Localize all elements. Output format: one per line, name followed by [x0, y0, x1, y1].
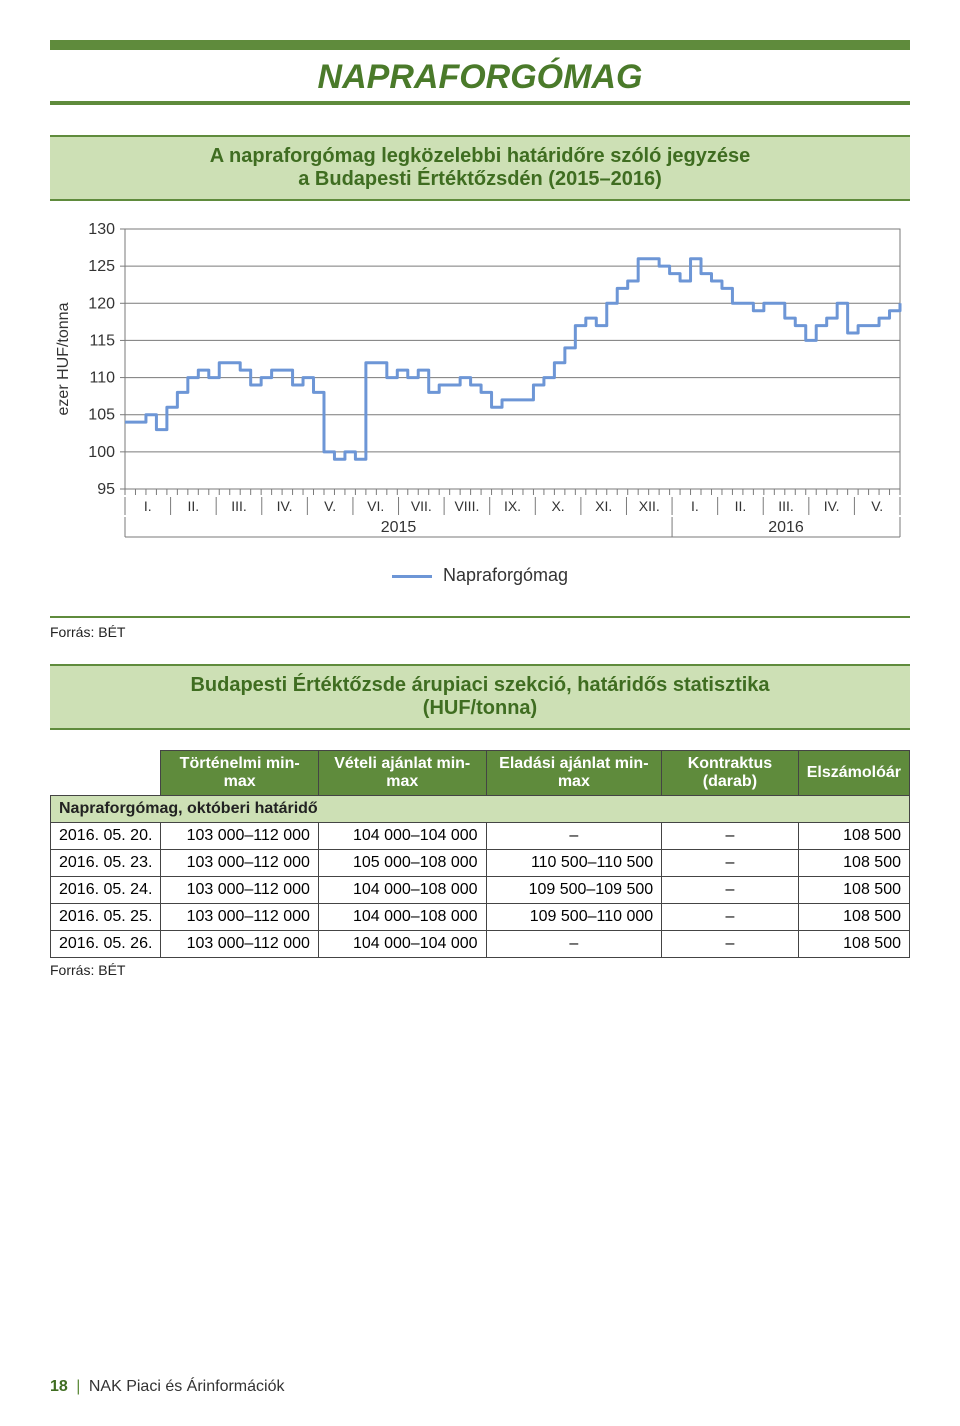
svg-text:115: 115: [89, 332, 115, 349]
table-row: 2016. 05. 25.103 000–112 000104 000–108 …: [51, 904, 910, 931]
col-header-historical: Történelmi min-max: [161, 751, 319, 796]
svg-text:ezer HUF/tonna: ezer HUF/tonna: [55, 302, 72, 415]
legend-line-swatch: [392, 575, 432, 578]
chart-legend: Napraforgómag: [50, 565, 910, 586]
table-cell: –: [486, 931, 662, 958]
svg-text:II.: II.: [188, 498, 200, 514]
table-title-band: Budapesti Értéktőzsde árupiaci szekció, …: [50, 664, 910, 730]
table-cell: –: [662, 850, 799, 877]
chart-subtitle-line1: A napraforgómag legközelebbi határidőre …: [210, 145, 751, 167]
svg-text:XII.: XII.: [639, 498, 660, 514]
chart-subtitle-line2: a Budapesti Értéktőzsdén (2015–2016): [298, 168, 662, 190]
table-cell: –: [662, 877, 799, 904]
table-cell: 108 500: [798, 823, 909, 850]
table-corner: [51, 751, 161, 796]
table-cell: 104 000–108 000: [318, 877, 486, 904]
page-footer: 18 | NAK Piaci és Árinformációk: [50, 1378, 284, 1396]
table-cell: 108 500: [798, 877, 909, 904]
table-cell: 103 000–112 000: [161, 850, 319, 877]
svg-text:I.: I.: [691, 498, 699, 514]
svg-text:X.: X.: [551, 498, 564, 514]
table-cell: 2016. 05. 20.: [51, 823, 161, 850]
table-cell: 2016. 05. 26.: [51, 931, 161, 958]
title-rule-top: [50, 40, 910, 50]
svg-text:V.: V.: [324, 498, 336, 514]
table-title-line1: Budapesti Értéktőzsde árupiaci szekció, …: [190, 674, 769, 696]
table-cell: 2016. 05. 23.: [51, 850, 161, 877]
col-header-sell: Eladási ajánlat min-max: [486, 751, 662, 796]
table-cell: 108 500: [798, 904, 909, 931]
table-cell: –: [662, 904, 799, 931]
svg-text:III.: III.: [778, 498, 794, 514]
table-section-label: Napraforgómag, októberi határidő: [51, 796, 910, 823]
table-cell: –: [662, 931, 799, 958]
svg-text:IX.: IX.: [504, 498, 521, 514]
footer-publication: NAK Piaci és Árinformációk: [89, 1378, 285, 1395]
table-cell: 103 000–112 000: [161, 904, 319, 931]
chart-subtitle-band: A napraforgómag legközelebbi határidőre …: [50, 135, 910, 201]
table-cell: 104 000–104 000: [318, 931, 486, 958]
svg-text:100: 100: [88, 444, 115, 461]
table-cell: 108 500: [798, 850, 909, 877]
table-cell: 108 500: [798, 931, 909, 958]
svg-text:VII.: VII.: [411, 498, 432, 514]
table-cell: 103 000–112 000: [161, 823, 319, 850]
svg-text:125: 125: [88, 258, 115, 275]
page-title: NAPRAFORGÓMAG: [50, 50, 910, 101]
table-cell: 109 500–110 000: [486, 904, 662, 931]
page-title-block: NAPRAFORGÓMAG: [50, 40, 910, 105]
svg-text:IV.: IV.: [277, 498, 293, 514]
table-cell: 2016. 05. 25.: [51, 904, 161, 931]
svg-text:2016: 2016: [768, 519, 804, 536]
svg-text:XI.: XI.: [595, 498, 612, 514]
table-cell: 103 000–112 000: [161, 877, 319, 904]
svg-text:2015: 2015: [381, 519, 417, 536]
table-title-line2: (HUF/tonna): [423, 697, 537, 719]
col-header-settlement: Elszámolóár: [798, 751, 909, 796]
table-cell: –: [662, 823, 799, 850]
table-row: 2016. 05. 26.103 000–112 000104 000–104 …: [51, 931, 910, 958]
page-number: 18: [50, 1378, 68, 1395]
table-cell: 109 500–109 500: [486, 877, 662, 904]
table-row: 2016. 05. 20.103 000–112 000104 000–104 …: [51, 823, 910, 850]
table-source-label: Forrás: BÉT: [50, 962, 910, 978]
price-line-chart: 95 100 105 110 115 120 125 130 ezer HUF/tonna I. I…: [50, 219, 910, 559]
col-header-buy: Vételi ajánlat min-max: [318, 751, 486, 796]
table-cell: 2016. 05. 24.: [51, 877, 161, 904]
svg-text:II.: II.: [735, 498, 747, 514]
table-cell: 105 000–108 000: [318, 850, 486, 877]
legend-label: Napraforgómag: [443, 565, 568, 585]
table-cell: 110 500–110 500: [486, 850, 662, 877]
table-cell: 103 000–112 000: [161, 931, 319, 958]
svg-text:105: 105: [88, 407, 115, 424]
svg-text:95: 95: [97, 481, 115, 498]
table-cell: –: [486, 823, 662, 850]
svg-text:120: 120: [88, 295, 115, 312]
table-cell: 104 000–108 000: [318, 904, 486, 931]
svg-text:IV.: IV.: [824, 498, 840, 514]
chart-source-label: Forrás: BÉT: [50, 624, 910, 640]
col-header-contracts: Kontraktus (darab): [662, 751, 799, 796]
svg-text:110: 110: [89, 370, 115, 387]
table-cell: 104 000–104 000: [318, 823, 486, 850]
svg-text:III.: III.: [231, 498, 247, 514]
svg-text:VIII.: VIII.: [454, 498, 479, 514]
svg-text:130: 130: [88, 221, 115, 238]
statistics-table: Történelmi min-max Vételi ajánlat min-ma…: [50, 750, 910, 958]
svg-text:V.: V.: [871, 498, 883, 514]
title-rule-bottom: [50, 101, 910, 105]
chart-container: 95 100 105 110 115 120 125 130 ezer HUF/tonna I. I…: [50, 219, 910, 618]
footer-separator: |: [76, 1378, 80, 1395]
svg-text:VI.: VI.: [367, 498, 384, 514]
table-row: 2016. 05. 23.103 000–112 000105 000–108 …: [51, 850, 910, 877]
table-row: 2016. 05. 24.103 000–112 000104 000–108 …: [51, 877, 910, 904]
svg-text:I.: I.: [144, 498, 152, 514]
